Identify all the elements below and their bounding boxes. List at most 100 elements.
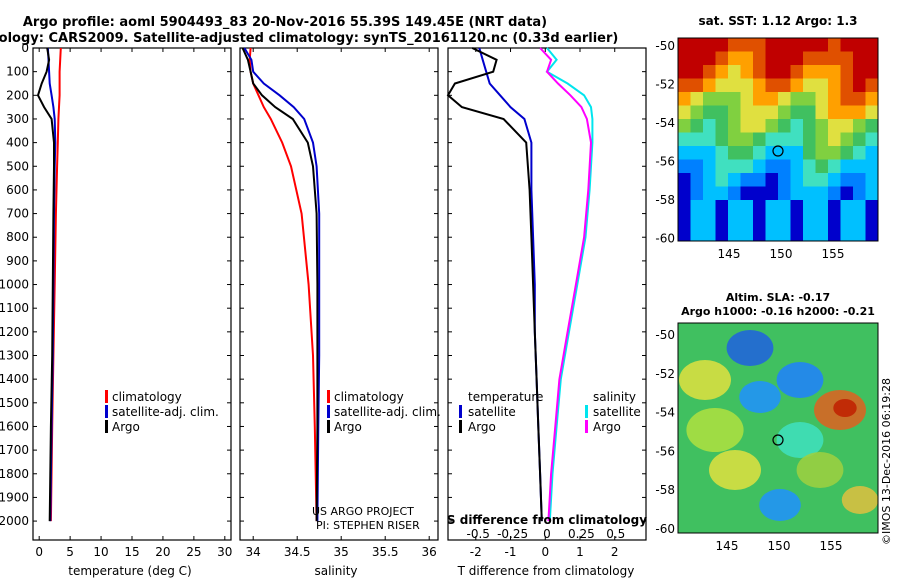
sla-blob xyxy=(726,330,774,366)
sst-cell xyxy=(865,213,879,228)
sst-cell xyxy=(753,173,766,187)
difference-panel-frame xyxy=(447,47,647,541)
legend-swatch-climatology xyxy=(105,390,108,403)
legend-s-argo: Argo xyxy=(593,420,621,434)
sst-map-title: sat. SST: 1.12 Argo: 1.3 xyxy=(698,14,857,28)
sst-cell xyxy=(753,200,766,214)
sst-cell xyxy=(740,119,754,133)
legend-t-satellite: satellite xyxy=(468,405,516,419)
sst-cell xyxy=(840,186,854,201)
sst-cell xyxy=(790,186,804,201)
sst-cell xyxy=(740,132,754,147)
sst-lon-label: 155 xyxy=(822,247,845,261)
sst-cell xyxy=(690,213,704,228)
sst-cell xyxy=(790,119,804,133)
x-tick-label: -2 xyxy=(470,545,482,559)
depth-tick-label: 500 xyxy=(6,159,29,173)
sla-map-title-2: Argo h1000: -0.16 h2000: -0.21 xyxy=(681,305,875,318)
sst-cell xyxy=(740,159,754,174)
sst-cell xyxy=(765,186,779,201)
sst-cell xyxy=(790,78,804,93)
sst-cell xyxy=(703,38,716,52)
sst-cell xyxy=(815,105,829,120)
x-tick-label: 5 xyxy=(66,545,74,559)
series-line-1-1 xyxy=(243,47,321,522)
x-tick-label: 10 xyxy=(93,545,108,559)
sst-cell xyxy=(765,200,779,214)
sst-cell xyxy=(865,38,879,52)
x-tick-label: 2 xyxy=(611,545,619,559)
s-difference-label: S difference from climatology xyxy=(447,513,647,527)
sst-cell xyxy=(778,159,791,174)
depth-axis: 0 100 200 300 400 500 600 700 800 900 1000 1100 1200… xyxy=(0,41,646,528)
sst-cell xyxy=(840,159,854,174)
sst-cell xyxy=(815,78,829,93)
depth-tick-label: 700 xyxy=(6,207,29,221)
depth-tick-label: 1600 xyxy=(0,419,29,433)
sst-cell xyxy=(840,227,854,241)
sst-cell xyxy=(815,132,829,147)
sst-cell xyxy=(678,92,691,106)
sst-cell xyxy=(840,119,854,133)
sst-cell xyxy=(790,159,804,174)
sst-cell xyxy=(678,159,691,174)
sst-cell xyxy=(740,186,754,201)
depth-tick-label: 1300 xyxy=(0,349,29,363)
sst-cell xyxy=(865,200,879,214)
depth-tick-label: 1500 xyxy=(0,396,29,410)
x-tick-label: 34.5 xyxy=(284,545,311,559)
sst-cell xyxy=(803,159,816,174)
series-line-1-0 xyxy=(248,47,318,522)
sst-cell xyxy=(703,213,716,228)
legend-swatch-s-satellite xyxy=(585,405,588,418)
sst-cell xyxy=(803,38,816,52)
sst-cell xyxy=(703,119,716,133)
sst-cell xyxy=(678,227,691,241)
sst-cell xyxy=(728,200,741,214)
sst-cell xyxy=(840,65,854,79)
sst-cell xyxy=(715,65,729,79)
depth-tick-label: 100 xyxy=(6,65,29,79)
sst-cell xyxy=(690,119,704,133)
sst-cell xyxy=(790,146,804,160)
sst-cell xyxy=(803,146,816,160)
sst-cell xyxy=(778,227,791,241)
sst-cell xyxy=(790,38,804,52)
sst-cell xyxy=(828,213,841,228)
sst-cell xyxy=(803,105,816,120)
sst-cell xyxy=(828,227,841,241)
legend-swatch-climatology xyxy=(327,390,330,403)
depth-tick-label: 2000 xyxy=(0,514,29,528)
x-tick-label: 20 xyxy=(155,545,170,559)
depth-tick-label: 1200 xyxy=(0,325,29,339)
sst-cell xyxy=(703,51,716,66)
sst-cell xyxy=(765,173,779,187)
sst-cell xyxy=(865,186,879,201)
depth-tick-label: 1100 xyxy=(0,301,29,315)
sst-cell xyxy=(765,213,779,228)
map-axes: -50 -50 -52 -52 -54 -54 -56 -56 -58 -58 -60 -60 145 1… xyxy=(655,39,844,553)
sst-cell xyxy=(703,146,716,160)
sst-cell xyxy=(715,186,729,201)
sst-cell xyxy=(715,105,729,120)
sst-cell xyxy=(778,78,791,93)
legend-s-satellite: satellite xyxy=(593,405,641,419)
sla-blob xyxy=(796,452,844,488)
sst-cell xyxy=(765,105,779,120)
sst-cell xyxy=(865,92,879,106)
x-tick-label: 1 xyxy=(576,545,584,559)
sst-cell xyxy=(853,213,866,228)
sst-float-marker-icon xyxy=(772,145,784,157)
depth-tick-label: 0 xyxy=(21,41,29,55)
sst-cell xyxy=(790,65,804,79)
legend-argo: Argo xyxy=(334,420,362,434)
s-difference-ticks: -0.5 -0.25 0 0.25 0.5 xyxy=(467,527,626,541)
legend-swatch-argo xyxy=(105,420,108,433)
salinity-panel-frame xyxy=(239,47,439,541)
sst-cell xyxy=(853,92,866,106)
sst-cell xyxy=(753,65,766,79)
sla-blob xyxy=(759,489,801,521)
sst-cell xyxy=(690,132,704,147)
sst-cell xyxy=(840,78,854,93)
sst-cell xyxy=(865,119,879,133)
